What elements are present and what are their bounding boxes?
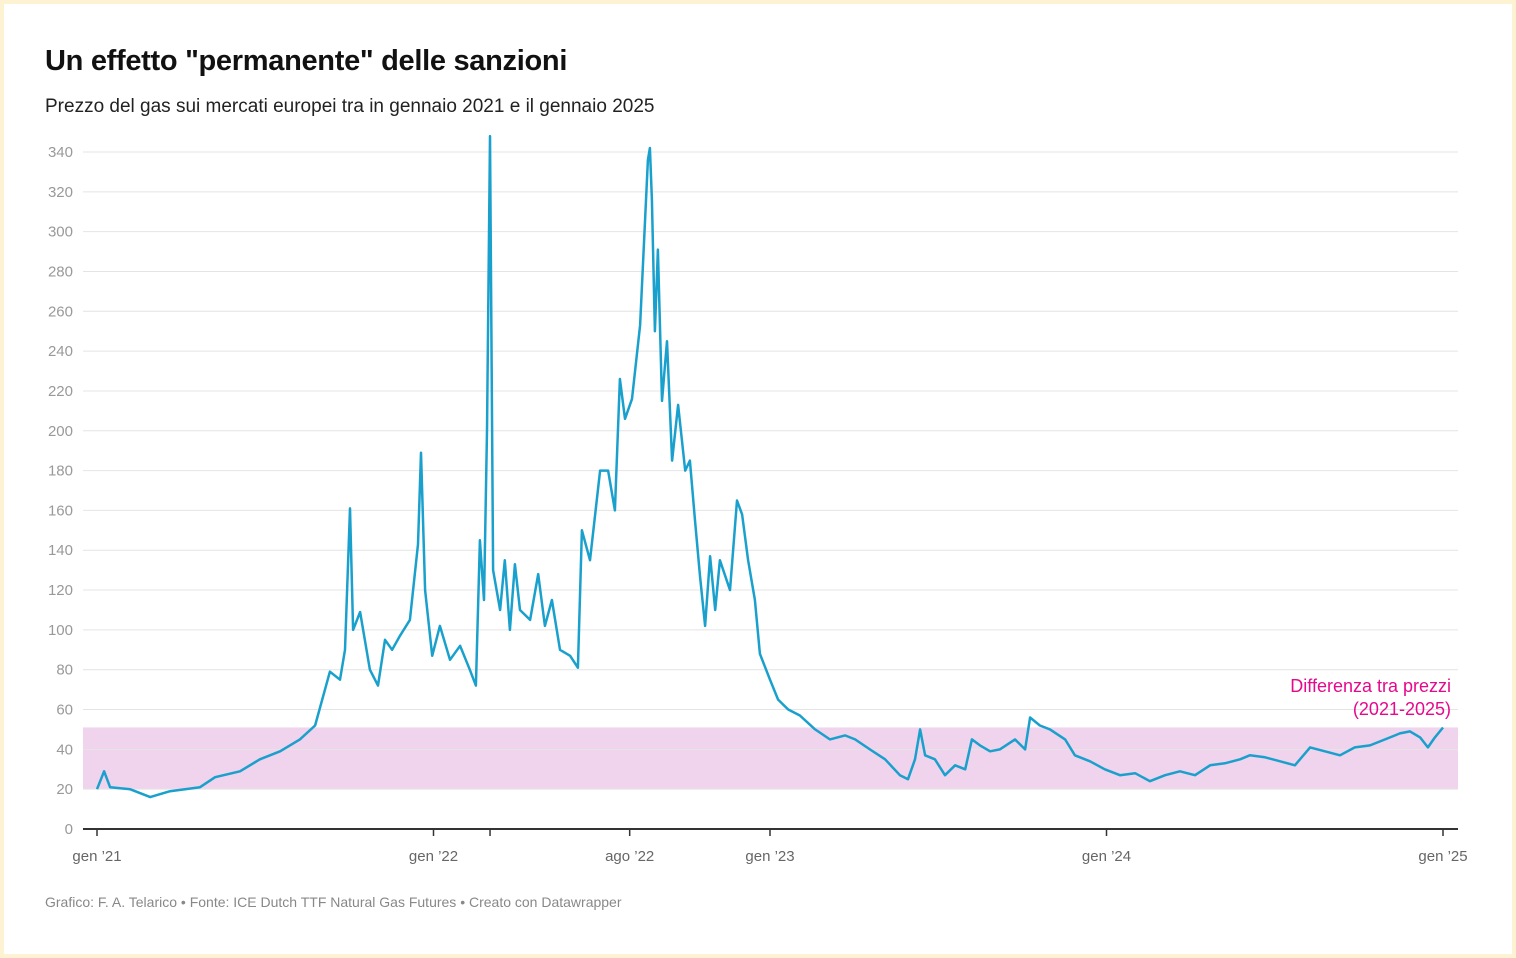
x-tick-label: gen ’23 — [745, 848, 794, 865]
y-tick-label: 40 — [56, 741, 73, 758]
y-tick-label: 180 — [48, 463, 73, 480]
y-tick-label: 320 — [48, 184, 73, 201]
y-tick-label: 100 — [48, 622, 73, 639]
chart-title: Un effetto "permanente" delle sanzioni — [45, 45, 568, 77]
y-tick-label: 260 — [48, 303, 73, 320]
x-tick-label: gen ’22 — [409, 848, 458, 865]
y-tick-label: 80 — [56, 662, 73, 679]
y-tick-label: 0 — [65, 821, 73, 838]
y-tick-label: 340 — [48, 144, 73, 161]
x-tick-label: gen ’21 — [72, 848, 121, 865]
chart-subtitle: Prezzo del gas sui mercati europei tra i… — [45, 96, 655, 117]
y-tick-label: 160 — [48, 502, 73, 519]
x-tick-label: ago ’22 — [605, 848, 654, 865]
band-label: (2021-2025) — [1353, 699, 1451, 719]
y-tick-label: 20 — [56, 781, 73, 798]
x-tick-label: gen ’25 — [1418, 848, 1467, 865]
band-label: Differenza tra prezzi — [1290, 676, 1451, 696]
chart-footer: Grafico: F. A. Telarico • Fonte: ICE Dut… — [45, 894, 622, 910]
price-difference-band — [83, 727, 1458, 790]
x-tick-label: gen ’24 — [1082, 848, 1131, 865]
y-tick-label: 240 — [48, 343, 73, 360]
y-tick-label: 200 — [48, 423, 73, 440]
y-tick-label: 120 — [48, 582, 73, 599]
gas-price-line — [95, 134, 1444, 799]
y-tick-label: 140 — [48, 542, 73, 559]
y-tick-label: 300 — [48, 224, 73, 241]
y-tick-label: 220 — [48, 383, 73, 400]
y-tick-label: 280 — [48, 263, 73, 280]
chart-card — [4, 4, 1512, 954]
y-tick-label: 60 — [56, 702, 73, 719]
